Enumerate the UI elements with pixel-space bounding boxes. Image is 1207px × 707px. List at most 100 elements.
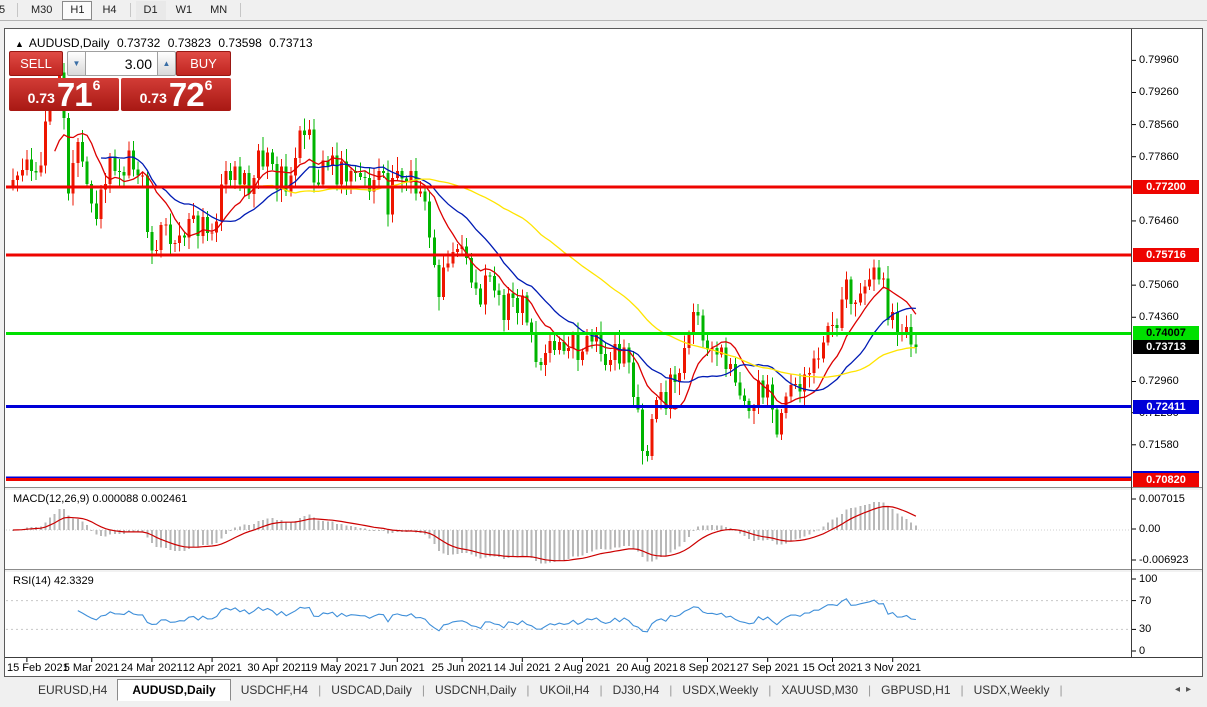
tab-scroll-left-icon[interactable]: ◂ <box>1174 684 1186 695</box>
chart-tab-xauusd-m30[interactable]: XAUUSD,M30 <box>781 682 859 697</box>
date-tick-label: 2 Aug 2021 <box>554 662 611 674</box>
date-tick-label: 24 Mar 2021 <box>120 662 183 674</box>
rsi-axis-label: 30 <box>1139 623 1152 636</box>
timeframe-button-h4[interactable]: H4 <box>102 3 117 16</box>
price-axis-border <box>1131 29 1132 658</box>
date-tick-label: 3 Nov 2021 <box>864 662 921 674</box>
time-axis-border <box>5 657 1202 658</box>
chart-tab-dj30-h4[interactable]: DJ30,H4 <box>612 682 660 697</box>
one-click-trade-panel: SELL ▼ ▲ BUY 0.73 71 6 0.73 72 6 <box>9 51 231 111</box>
toolbar-separator <box>129 3 131 17</box>
panel-separator[interactable] <box>5 569 1202 570</box>
volume-increase-icon[interactable]: ▲ <box>157 51 176 76</box>
sell-price-quote[interactable]: 0.73 71 6 <box>9 76 119 113</box>
price-tick-label: 0.77860 <box>1139 150 1179 163</box>
timeframe-button-h1[interactable]: H1 <box>62 0 93 20</box>
price-tick-label: 0.75060 <box>1139 279 1179 292</box>
price-tick-label: 0.79960 <box>1139 54 1179 67</box>
timeframe-button-w1[interactable]: W1 <box>175 3 193 16</box>
chart-tab-eurusd-h4[interactable]: EURUSD,H4 <box>38 682 108 697</box>
tab-separator: | <box>1059 682 1063 697</box>
buy-price-prefix: 0.73 <box>139 90 167 106</box>
rsi-axis-label: 100 <box>1139 573 1158 585</box>
chart-window: 0.79960 0.79260 0.78560 0.77860 0.76460 0.750… <box>4 28 1203 677</box>
date-tick-label: 25 Jun 2021 <box>431 662 493 674</box>
macd-axis-label: 0.007015 <box>1139 493 1185 505</box>
rsi-axis-label: 0 <box>1139 645 1146 657</box>
timeframe-button-d1[interactable]: D1 <box>135 0 166 20</box>
horizontal-level-lines <box>6 185 1131 482</box>
date-tick-label: 15 Feb 2021 <box>7 662 69 674</box>
tab-separator: | <box>421 682 425 697</box>
rsi-indicator-label: RSI(14) 42.3329 <box>13 575 94 587</box>
level-price-label: 0.72411 <box>1133 399 1199 414</box>
date-tick-label: 5 Mar 2021 <box>63 662 120 674</box>
rsi-axis-label: 70 <box>1139 594 1152 607</box>
low-value: 0.73598 <box>218 36 262 50</box>
chart-tab-ukoil-h4[interactable]: UKOil,H4 <box>539 682 590 697</box>
tab-separator: | <box>960 682 964 697</box>
current-price-label: 0.73713 <box>1133 339 1199 354</box>
price-tick-label: 0.71580 <box>1139 438 1179 451</box>
buy-price-big: 72 <box>168 76 205 113</box>
chart-tab-usdcnh-daily[interactable]: USDCNH,Daily <box>435 682 517 697</box>
high-value: 0.73823 <box>167 36 212 50</box>
macd-indicator-label: MACD(12,26,9) 0.000088 0.002461 <box>13 493 188 505</box>
macd-signal-line <box>12 505 917 562</box>
buy-price-pipette: 6 <box>204 77 213 93</box>
moving-averages <box>54 132 917 410</box>
volume-input[interactable] <box>86 51 157 76</box>
chart-tab-usdx-weekly[interactable]: USDX,Weekly <box>973 682 1050 697</box>
buy-button[interactable]: BUY <box>176 51 231 76</box>
chart-tab-gbpusd-h1[interactable]: GBPUSD,H1 <box>881 682 951 697</box>
tab-separator: | <box>669 682 673 697</box>
close-value: 0.73713 <box>269 36 313 50</box>
toolbar-separator <box>240 3 242 17</box>
timeframe-button-5[interactable]: 5 <box>0 1 12 20</box>
timeframe-toolbar: 5 M30 H1 H4 D1 W1 MN <box>0 0 1207 21</box>
chart-tab-usdx-weekly[interactable]: USDX,Weekly <box>682 682 759 697</box>
level-price-label: 0.77200 <box>1133 179 1199 194</box>
tab-separator: | <box>318 682 322 697</box>
open-value: 0.73732 <box>116 36 161 50</box>
panel-separator[interactable] <box>5 487 1202 488</box>
date-tick-label: 12 Apr 2021 <box>182 662 242 674</box>
date-tick-label: 8 Sep 2021 <box>679 662 736 674</box>
tab-separator: | <box>768 682 772 697</box>
collapse-triangle-icon[interactable]: ▲ <box>15 39 24 49</box>
tab-separator: | <box>599 682 603 697</box>
volume-decrease-icon[interactable]: ▼ <box>67 51 86 76</box>
date-tick-label: 7 Jun 2021 <box>370 662 425 674</box>
date-tick-label: 20 Aug 2021 <box>616 662 679 674</box>
chart-tab-audusd-daily[interactable]: AUDUSD,Daily <box>117 678 231 701</box>
level-price-label: 0.75716 <box>1133 248 1199 263</box>
date-tick-label: 14 Jul 2021 <box>493 662 551 674</box>
date-tick-label: 27 Sep 2021 <box>736 662 800 674</box>
macd-axis-label: 0.00 <box>1139 523 1161 535</box>
chart-symbol-label: AUDUSD,Daily <box>28 36 110 50</box>
tab-scroll-right-icon[interactable]: ▸ <box>1185 684 1197 695</box>
price-tick-label: 0.72960 <box>1139 375 1179 388</box>
tab-separator: | <box>868 682 872 697</box>
timeframe-button-m30[interactable]: M30 <box>31 3 53 16</box>
panel-separator-shade <box>5 570 1202 572</box>
sell-price-big: 71 <box>56 76 93 113</box>
sell-price-prefix: 0.73 <box>27 90 55 106</box>
level-price-label: 0.74007 <box>1133 326 1199 341</box>
chart-tab-usdchf-h4[interactable]: USDCHF,H4 <box>240 682 309 697</box>
timeframe-button-mn[interactable]: MN <box>210 3 228 16</box>
sell-button[interactable]: SELL <box>9 51 63 76</box>
price-tick-label: 0.79260 <box>1139 86 1179 99</box>
date-tick-label: 15 Oct 2021 <box>802 662 863 674</box>
chart-plot[interactable] <box>5 29 1202 678</box>
date-tick-label: 30 Apr 2021 <box>247 662 307 674</box>
sell-price-pipette: 6 <box>92 77 101 93</box>
date-tick-label: 19 May 2021 <box>305 662 369 674</box>
chart-ohlc-header: ▲ AUDUSD,Daily 0.73732 0.73823 0.73598 0.… <box>15 36 317 50</box>
toolbar-separator <box>17 3 18 17</box>
buy-price-quote[interactable]: 0.73 72 6 <box>121 76 231 113</box>
chart-tab-usdcad-daily[interactable]: USDCAD,Daily <box>331 682 412 697</box>
price-tick-label: 0.78560 <box>1139 118 1179 131</box>
tab-separator: | <box>526 682 530 697</box>
